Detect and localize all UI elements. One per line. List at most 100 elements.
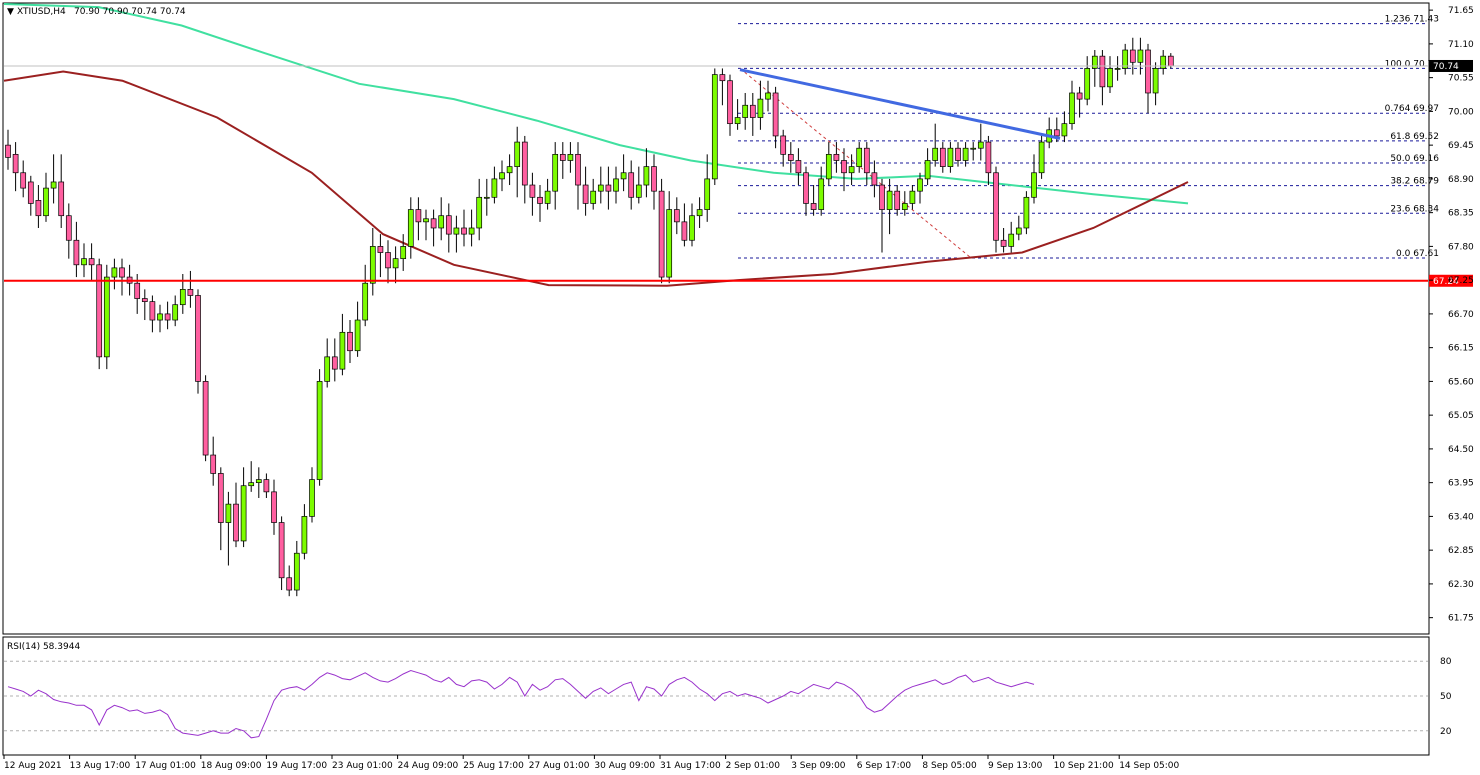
candle-bull [1122, 49, 1129, 69]
candle-bear [1000, 239, 1007, 247]
candle-bull [643, 166, 650, 186]
time-tick-label: 12 Aug 2021 [4, 761, 62, 771]
time-tick-label: 3 Sep 09:00 [791, 761, 846, 771]
time-tick-label: 6 Sep 17:00 [857, 761, 912, 771]
candle-bear [263, 479, 270, 493]
rsi-indicator: 80 50 20 [4, 657, 1452, 739]
candle-bull [1031, 172, 1037, 198]
candle-bear [780, 135, 787, 155]
candle-bull [1008, 233, 1015, 247]
moving-averages [3, 3, 1189, 287]
candle-bull [476, 196, 483, 229]
candle-bull [1107, 68, 1113, 88]
candle-bull [544, 190, 551, 204]
candle-bear [430, 218, 437, 229]
time-tick-label: 2 Sep 01:00 [726, 761, 781, 771]
candle-bull [362, 282, 369, 321]
fib-connector-line [739, 68, 973, 260]
candle-bull [301, 516, 308, 554]
candle-bear [787, 153, 794, 161]
candle-bull [157, 313, 163, 321]
candle-bull [909, 190, 916, 204]
time-tick-label: 14 Sep 05:00 [1119, 761, 1179, 771]
price-tick-label: 68.35 [1448, 209, 1474, 219]
fib-level-label: 23.6 68.34 [1390, 204, 1439, 214]
candle-bull [1061, 123, 1068, 137]
candle-bull [316, 381, 323, 480]
candle-bear [521, 141, 528, 186]
candle-bear [628, 172, 635, 198]
candle-bull [225, 503, 232, 523]
rsi-level-label: 50 [1440, 692, 1452, 702]
candle-bear [681, 221, 688, 241]
candle-bear [96, 264, 103, 358]
candle-bull [825, 153, 832, 180]
candle-bull [666, 209, 673, 278]
candle-bull [1023, 196, 1030, 229]
candle-bull [468, 227, 475, 235]
fib-level-label: 50.0 69.16 [1390, 154, 1439, 164]
fib-level-label: 100.0 70.70 [1385, 59, 1440, 69]
candle-bull [696, 209, 703, 217]
candle-bull [111, 267, 118, 278]
rsi-level-label: 80 [1440, 657, 1452, 667]
candle-bull [514, 141, 521, 167]
candle-bull [757, 98, 764, 118]
candle-bull [324, 356, 331, 382]
price-tick-label: 69.45 [1448, 141, 1474, 151]
candle-bear [879, 184, 885, 210]
rsi-line [7, 669, 1035, 739]
candle-bull [81, 258, 87, 266]
price-tick-label: 71.65 [1448, 6, 1474, 16]
price-tick-label: 70.00 [1448, 107, 1474, 117]
price-tick-label: 62.85 [1448, 546, 1474, 556]
time-axis: 12 Aug 2021 13 Aug 17:00 17 Aug 01:00 18 Au… [3, 755, 1180, 771]
candle-bear [141, 298, 148, 302]
candle-bull [1084, 68, 1091, 100]
candle-bull [734, 117, 741, 125]
price-tick-label: 67.25 [1448, 276, 1474, 286]
candle-bear [651, 166, 657, 192]
candle-bear [993, 172, 999, 241]
candle-bull [962, 147, 969, 161]
price-tick-label: 64.50 [1448, 445, 1474, 455]
candle-bull [423, 218, 429, 223]
candle-bull [620, 172, 627, 180]
time-tick-label: 30 Aug 09:00 [594, 761, 655, 771]
candle-bear [271, 491, 277, 523]
candle-bull [453, 227, 460, 235]
candle-bear [985, 141, 992, 174]
support-price-label: 67.24 [1433, 277, 1459, 287]
candle-bear [727, 80, 733, 125]
ma-fast-line [3, 3, 1189, 205]
price-tick-label: 70.55 [1448, 74, 1474, 84]
price-tick-label: 63.95 [1448, 479, 1474, 489]
candle-bull [339, 331, 346, 370]
time-tick-label: 25 Aug 17:00 [463, 761, 524, 771]
candle-bear [119, 267, 125, 278]
time-tick-label: 23 Aug 01:00 [332, 761, 393, 771]
candle-bear [559, 153, 566, 161]
candle-bull [1137, 49, 1144, 63]
candle-bear [134, 282, 141, 299]
candle-bull [392, 258, 399, 269]
price-tick-label: 68.90 [1448, 175, 1474, 185]
candle-bear [73, 239, 80, 266]
candle-bull [924, 160, 931, 180]
price-tick-label: 66.70 [1448, 310, 1474, 320]
price-tick-label: 63.40 [1448, 512, 1474, 522]
candle-bear [58, 181, 65, 217]
candle-bull [1038, 141, 1045, 174]
candle-bear [658, 190, 665, 278]
time-tick-label: 27 Aug 01:00 [529, 761, 590, 771]
candle-bull [1015, 227, 1022, 235]
price-tick-label: 65.60 [1448, 377, 1474, 387]
candle-bear [1076, 92, 1083, 100]
overlays: 70.74 67.24 [4, 59, 1473, 287]
candle-bear [164, 313, 171, 321]
candle-bull [240, 485, 247, 542]
candle-bear [385, 252, 391, 269]
candle-bull [552, 153, 559, 192]
candle-bear [377, 246, 384, 253]
